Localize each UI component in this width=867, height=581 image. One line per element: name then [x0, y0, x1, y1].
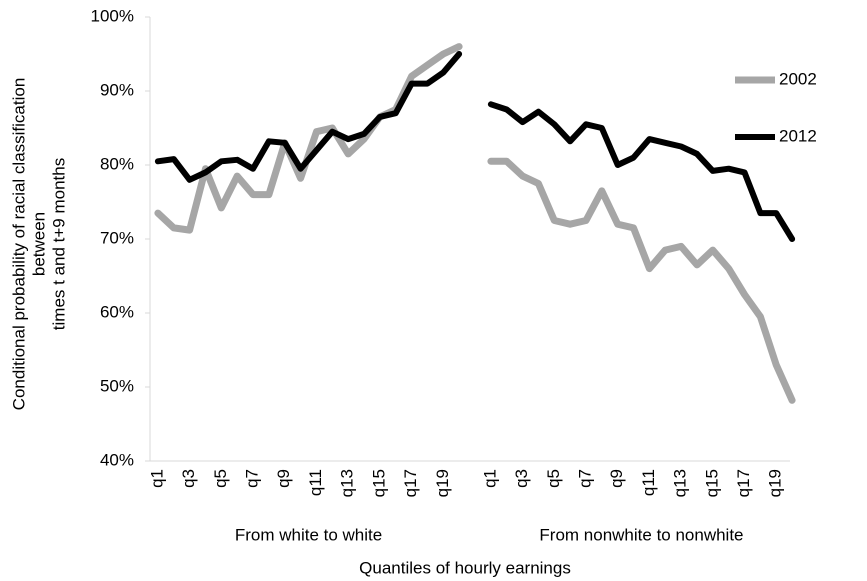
x-tick-label: q3	[179, 469, 198, 488]
y-tick-label: 70%	[100, 228, 134, 247]
x-tick-label: q17	[401, 469, 420, 497]
x-tick-label: q15	[702, 469, 721, 497]
y-tick-label: 60%	[100, 302, 134, 321]
x-tick-label: q9	[607, 469, 626, 488]
group-label: From white to white	[235, 525, 382, 544]
y-axis-title: Conditional probability of racial classi…	[9, 78, 28, 411]
x-tick-label: q15	[369, 469, 388, 497]
x-tick-label: q19	[766, 469, 785, 497]
y-tick-label: 100%	[91, 6, 134, 25]
x-tick-label: q17	[734, 469, 753, 497]
x-tick-label: q11	[306, 469, 325, 496]
x-tick-label: q5	[544, 469, 563, 488]
y-tick-label: 90%	[100, 80, 134, 99]
y-axis-title: between	[29, 212, 48, 276]
legend-label: 2012	[779, 126, 817, 145]
y-tick-label: 40%	[100, 450, 134, 469]
y-tick-label: 80%	[100, 154, 134, 173]
series-line	[154, 51, 796, 242]
x-axis-title: Quantiles of hourly earnings	[359, 558, 571, 577]
x-tick-label: q3	[512, 469, 531, 488]
legend-label: 2002	[779, 69, 817, 88]
y-tick-label: 50%	[100, 376, 134, 395]
x-tick-label: q1	[480, 469, 499, 488]
y-axis-title: times t and t+9 months	[49, 158, 68, 330]
x-tick-label: q1	[147, 469, 166, 488]
x-tick-label: q11	[639, 469, 658, 496]
x-tick-label: q13	[671, 469, 690, 497]
x-tick-label: q19	[433, 469, 452, 497]
x-tick-label: q9	[274, 469, 293, 488]
x-tick-label: q5	[211, 469, 230, 488]
series-line	[154, 43, 796, 404]
group-label: From nonwhite to nonwhite	[539, 525, 743, 544]
x-tick-label: q7	[575, 469, 594, 488]
x-tick-label: q7	[243, 469, 262, 488]
x-tick-label: q13	[338, 469, 357, 497]
